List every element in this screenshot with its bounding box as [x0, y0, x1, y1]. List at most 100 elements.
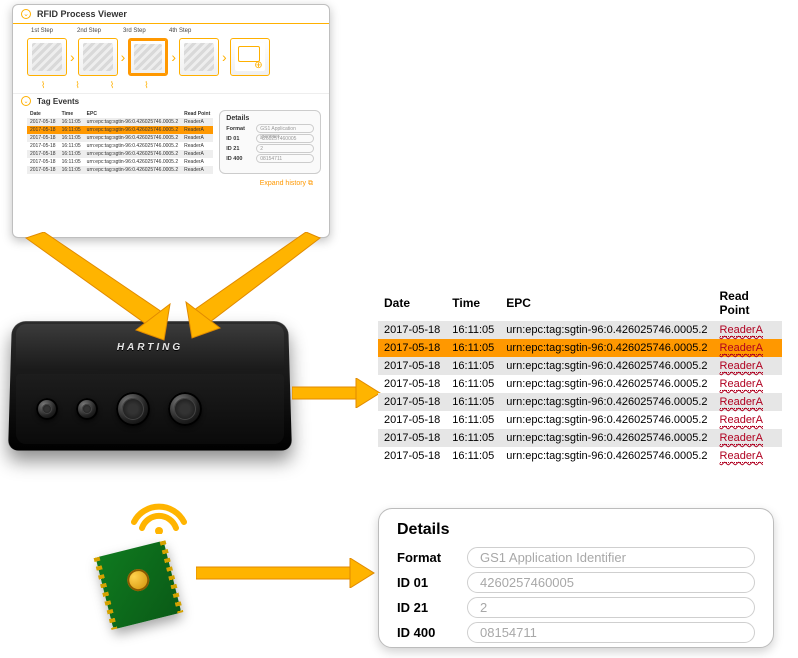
- tag-events-header[interactable]: ⌄ Tag Events: [13, 93, 329, 108]
- table-row[interactable]: 2017-05-1816:11:05urn:epc:tag:sgtin-96:0…: [27, 126, 213, 134]
- mini-details-panel: Details FormatGS1 Application Identifier…: [219, 110, 321, 174]
- step-tile-3[interactable]: [128, 38, 168, 76]
- detail-key: Format: [226, 126, 252, 132]
- cell-read-point: ReaderA: [181, 166, 213, 174]
- details-row: FormatGS1 Application Identifier: [226, 124, 314, 133]
- cell-epc: urn:epc:tag:sgtin-96:0.426025746.0005.2: [500, 411, 713, 429]
- cell-read-point[interactable]: ReaderA: [714, 393, 782, 411]
- cell-time: 16:11:05: [59, 166, 84, 174]
- cell-time: 16:11:05: [59, 118, 84, 126]
- table-row[interactable]: 2017-05-1816:11:05urn:epc:tag:sgtin-96:0…: [378, 321, 782, 339]
- connector-port-icon: [116, 392, 150, 426]
- arrow-icon: [292, 378, 382, 408]
- col-epc: EPC: [84, 110, 181, 118]
- detail-value: 08154711: [467, 622, 755, 643]
- details-row: Format GS1 Application Identifier: [397, 547, 755, 568]
- cell-time: 16:11:05: [446, 375, 500, 393]
- detail-key: ID 01: [226, 136, 252, 142]
- rfid-signal-icon: ⌇: [75, 80, 79, 91]
- cell-epc: urn:epc:tag:sgtin-96:0.426025746.0005.2: [84, 158, 181, 166]
- cell-date: 2017-05-18: [27, 150, 59, 158]
- detail-value: 2: [256, 144, 314, 153]
- table-row[interactable]: 2017-05-1816:11:05urn:epc:tag:sgtin-96:0…: [27, 158, 213, 166]
- cell-time: 16:11:05: [59, 134, 84, 142]
- cell-read-point[interactable]: ReaderA: [714, 357, 782, 375]
- table-row[interactable]: 2017-05-1816:11:05urn:epc:tag:sgtin-96:0…: [378, 393, 782, 411]
- cell-date: 2017-05-18: [378, 321, 446, 339]
- table-row[interactable]: 2017-05-1816:11:05urn:epc:tag:sgtin-96:0…: [27, 134, 213, 142]
- detail-value: 4260257460005: [467, 572, 755, 593]
- rfid-process-viewer-window: ⌄ RFID Process Viewer 1st Step 2nd Step …: [12, 4, 330, 238]
- mini-details-title: Details: [226, 115, 314, 122]
- detail-value: 2: [467, 597, 755, 618]
- connector-port-icon: [76, 398, 98, 420]
- cell-read-point[interactable]: ReaderA: [714, 339, 782, 357]
- detail-key: ID 21: [397, 600, 455, 615]
- device-brand-label: HARTING: [117, 342, 183, 353]
- rfid-signal-icons-row: ⌇ ⌇ ⌇ ⌇: [13, 80, 329, 91]
- col-date: Date: [378, 285, 446, 321]
- step-label-3: 3rd Step: [123, 28, 165, 34]
- col-epc: EPC: [500, 285, 713, 321]
- cell-time: 16:11:05: [59, 150, 84, 158]
- table-row[interactable]: 2017-05-1816:11:05urn:epc:tag:sgtin-96:0…: [378, 447, 782, 465]
- table-row[interactable]: 2017-05-1816:11:05urn:epc:tag:sgtin-96:0…: [27, 166, 213, 174]
- rfid-signal-icon: ⌇: [41, 80, 45, 91]
- cell-epc: urn:epc:tag:sgtin-96:0.426025746.0005.2: [84, 118, 181, 126]
- detail-key: ID 400: [397, 625, 455, 640]
- detail-key: ID 01: [397, 575, 455, 590]
- cell-time: 16:11:05: [446, 393, 500, 411]
- detail-value: GS1 Application Identifier: [467, 547, 755, 568]
- step-tile-1[interactable]: [27, 38, 67, 76]
- col-read-point: Read Point: [714, 285, 782, 321]
- cell-time: 16:11:05: [446, 339, 500, 357]
- cell-epc: urn:epc:tag:sgtin-96:0.426025746.0005.2: [500, 375, 713, 393]
- chevron-right-icon: ›: [121, 50, 126, 64]
- detail-key: ID 400: [226, 156, 252, 162]
- table-row[interactable]: 2017-05-1816:11:05urn:epc:tag:sgtin-96:0…: [378, 411, 782, 429]
- cell-time: 16:11:05: [446, 411, 500, 429]
- cell-read-point[interactable]: ReaderA: [714, 375, 782, 393]
- cell-date: 2017-05-18: [27, 118, 59, 126]
- step-tile-4[interactable]: [179, 38, 219, 76]
- cell-epc: urn:epc:tag:sgtin-96:0.426025746.0005.2: [84, 126, 181, 134]
- detail-key: Format: [397, 550, 455, 565]
- chevron-right-icon: ›: [171, 50, 176, 64]
- cell-date: 2017-05-18: [378, 357, 446, 375]
- cell-read-point[interactable]: ReaderA: [714, 447, 782, 465]
- cell-time: 16:11:05: [446, 447, 500, 465]
- cell-epc: urn:epc:tag:sgtin-96:0.426025746.0005.2: [84, 134, 181, 142]
- cell-read-point[interactable]: ReaderA: [714, 429, 782, 447]
- chevron-right-icon: ›: [222, 50, 227, 64]
- col-read-point: Read Point: [181, 110, 213, 118]
- arrow-icon: [196, 558, 376, 588]
- table-row[interactable]: 2017-05-1816:11:05urn:epc:tag:sgtin-96:0…: [27, 118, 213, 126]
- mini-events-table: Date Time EPC Read Point 2017-05-1816:11…: [27, 110, 213, 174]
- expand-history-link[interactable]: Expand history: [13, 178, 329, 192]
- cell-time: 16:11:05: [446, 429, 500, 447]
- col-time: Time: [446, 285, 500, 321]
- cell-read-point[interactable]: ReaderA: [714, 321, 782, 339]
- table-row[interactable]: 2017-05-1816:11:05urn:epc:tag:sgtin-96:0…: [27, 150, 213, 158]
- chevron-right-icon: ›: [70, 50, 75, 64]
- cell-read-point: ReaderA: [181, 142, 213, 150]
- cell-read-point: ReaderA: [181, 158, 213, 166]
- table-row[interactable]: 2017-05-1816:11:05urn:epc:tag:sgtin-96:0…: [27, 142, 213, 150]
- details-row: ID 01 4260257460005: [397, 572, 755, 593]
- table-row[interactable]: 2017-05-1816:11:05urn:epc:tag:sgtin-96:0…: [378, 339, 782, 357]
- connector-port-icon: [36, 398, 58, 420]
- steps-labels: 1st Step 2nd Step 3rd Step 4th Step: [13, 24, 329, 36]
- collapse-icon[interactable]: ⌄: [21, 9, 31, 19]
- cell-date: 2017-05-18: [27, 166, 59, 174]
- table-row[interactable]: 2017-05-1816:11:05urn:epc:tag:sgtin-96:0…: [378, 375, 782, 393]
- cell-time: 16:11:05: [59, 126, 84, 134]
- table-row[interactable]: 2017-05-1816:11:05urn:epc:tag:sgtin-96:0…: [378, 357, 782, 375]
- step-tile-flow[interactable]: [230, 38, 270, 76]
- rfid-signal-icon: ⌇: [110, 80, 114, 91]
- collapse-icon[interactable]: ⌄: [21, 96, 31, 106]
- cell-read-point[interactable]: ReaderA: [714, 411, 782, 429]
- detail-key: ID 21: [226, 146, 252, 152]
- step-tile-2[interactable]: [78, 38, 118, 76]
- table-row[interactable]: 2017-05-1816:11:05urn:epc:tag:sgtin-96:0…: [378, 429, 782, 447]
- cell-date: 2017-05-18: [378, 375, 446, 393]
